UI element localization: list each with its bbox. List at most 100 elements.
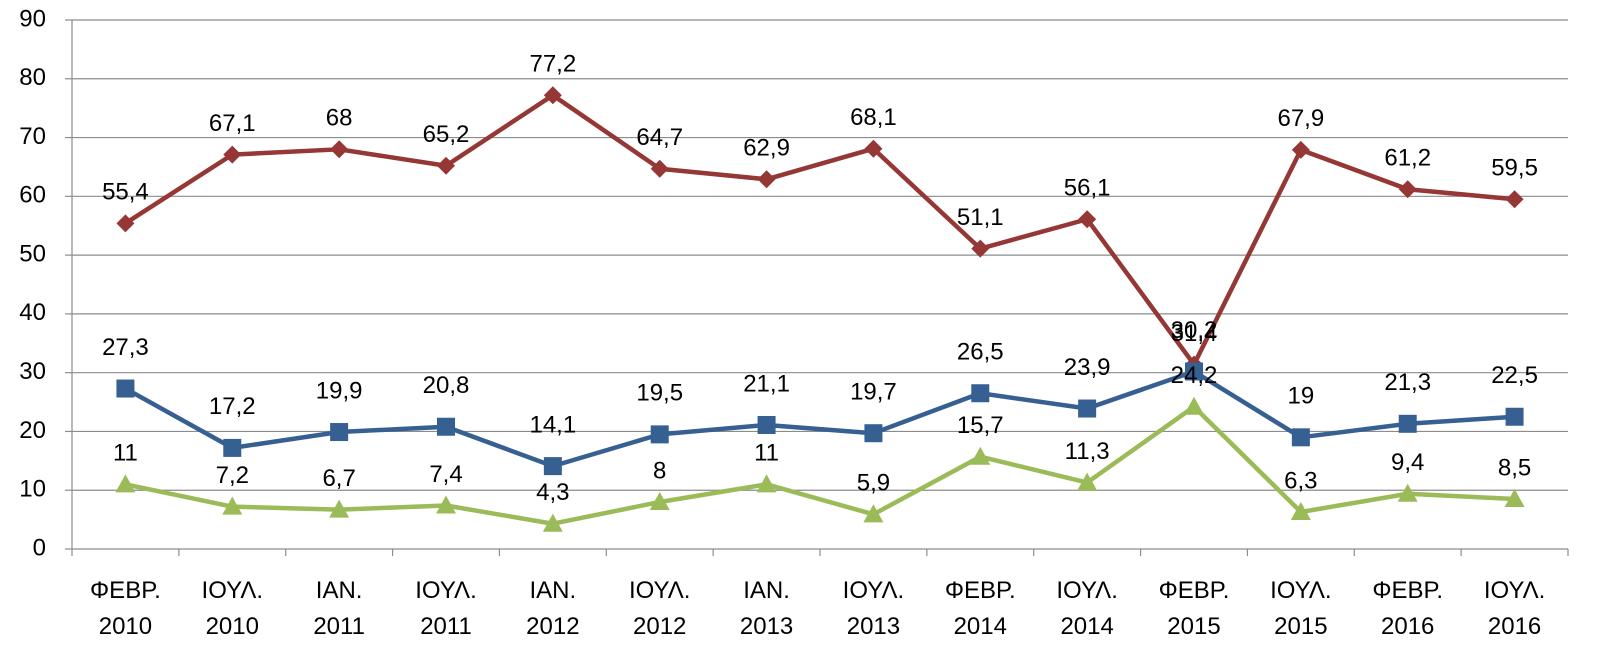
point <box>1185 362 1203 381</box>
data-label: 67,9 <box>1277 105 1324 132</box>
data-label: 11,3 <box>1065 438 1110 465</box>
point <box>223 145 242 164</box>
data-label: 17,2 <box>209 393 256 420</box>
y-tick-label: 90 <box>19 5 46 32</box>
point <box>1290 501 1311 520</box>
x-tick-label: ΙΟΥΛ. 2016 <box>1484 577 1546 640</box>
data-label: 23,9 <box>1064 354 1111 381</box>
data-label: 67,1 <box>209 110 256 137</box>
point <box>1291 140 1310 159</box>
data-label: 19,7 <box>850 379 897 406</box>
point <box>1078 210 1097 229</box>
data-label: 68,1 <box>850 104 897 131</box>
data-label: 8,5 <box>1498 454 1531 481</box>
point <box>649 491 670 510</box>
point <box>543 457 562 476</box>
point <box>1397 483 1418 502</box>
data-label: 61,2 <box>1384 145 1431 172</box>
data-label: 6,3 <box>1284 467 1317 494</box>
data-label: 31,4 <box>1171 320 1218 347</box>
data-label: 9,4 <box>1391 449 1424 476</box>
point <box>1077 472 1098 491</box>
data-label: 11 <box>754 440 779 467</box>
data-label: 6,7 <box>322 465 355 492</box>
x-tick-label: ΦΕΒΡ. 2015 <box>1159 577 1230 640</box>
x-tick-label: ΙΑΝ. 2013 <box>740 577 793 640</box>
point <box>115 474 136 493</box>
point <box>757 170 776 189</box>
data-label: 21,3 <box>1384 369 1431 396</box>
data-label: 77,2 <box>529 51 576 78</box>
point <box>1078 399 1097 418</box>
point <box>222 496 243 515</box>
data-label: 59,5 <box>1491 155 1538 182</box>
y-tick-label: 20 <box>19 417 46 444</box>
data-label: 20,8 <box>423 372 470 399</box>
x-tick-label: ΙΟΥΛ. 2011 <box>415 577 477 640</box>
x-tick-label: ΙΟΥΛ. 2010 <box>202 577 264 640</box>
data-label: 65,2 <box>423 121 470 148</box>
point <box>971 384 990 403</box>
data-label: 27,3 <box>102 334 149 361</box>
data-label: 30,2 <box>1171 317 1218 344</box>
x-tick-label: ΙΑΝ. 2012 <box>526 577 579 640</box>
data-label: 15,7 <box>957 412 1004 439</box>
point <box>864 139 883 158</box>
data-label: 64,7 <box>636 124 683 151</box>
point <box>542 513 563 532</box>
data-label: 68 <box>326 105 353 132</box>
data-label: 51,1 <box>957 204 1004 231</box>
point <box>330 140 349 159</box>
point <box>1184 396 1204 415</box>
x-tick-label: ΦΕΒΡ. 2010 <box>90 577 161 640</box>
point <box>864 424 883 443</box>
data-label: 56,1 <box>1064 175 1111 202</box>
point <box>971 239 990 258</box>
series-line <box>124 404 1515 526</box>
point <box>650 159 669 178</box>
point <box>437 156 455 175</box>
y-tick-label: 30 <box>19 358 46 385</box>
data-label: 14,1 <box>529 411 576 438</box>
x-tick-label: ΙΟΥΛ. 2013 <box>843 577 905 640</box>
point <box>330 423 349 442</box>
point <box>436 495 456 514</box>
point <box>757 415 776 434</box>
data-label: 62,9 <box>743 135 790 162</box>
point <box>437 417 455 436</box>
data-label: 8 <box>653 457 666 484</box>
x-tick-label: ΙΟΥΛ. 2014 <box>1056 577 1118 640</box>
series-line <box>124 369 1515 469</box>
data-label: 55,4 <box>102 179 149 206</box>
x-tick-label: ΦΕΒΡ. 2014 <box>945 577 1016 640</box>
data-label: 21,1 <box>743 370 790 397</box>
x-tick-label: ΙΑΝ. 2011 <box>313 577 365 640</box>
point <box>1398 180 1417 199</box>
point <box>650 425 669 444</box>
data-label: 19,9 <box>316 377 363 404</box>
point <box>1504 489 1525 508</box>
x-tick-label: ΙΟΥΛ. 2012 <box>629 577 691 640</box>
y-tick-label: 50 <box>19 240 46 267</box>
x-tick-label: ΦΕΒΡ. 2016 <box>1372 577 1443 640</box>
x-tick-label: ΙΟΥΛ. 2015 <box>1270 577 1332 640</box>
point <box>863 504 884 523</box>
data-label: 7,4 <box>429 461 462 488</box>
series-line <box>124 92 1515 367</box>
data-label: 19 <box>1288 383 1315 410</box>
point <box>329 499 350 518</box>
y-tick-label: 10 <box>19 476 46 503</box>
point <box>1291 428 1310 447</box>
data-label: 24,2 <box>1171 362 1218 389</box>
y-tick-label: 60 <box>19 182 46 209</box>
point <box>543 86 562 105</box>
data-label: 7,2 <box>216 462 249 489</box>
y-tick-label: 80 <box>19 64 46 91</box>
point <box>116 379 135 398</box>
point <box>1505 407 1524 426</box>
data-label: 4,3 <box>536 479 569 506</box>
y-tick-label: 40 <box>19 299 46 326</box>
data-label: 26,5 <box>957 339 1004 366</box>
data-label: 19,5 <box>636 380 683 407</box>
